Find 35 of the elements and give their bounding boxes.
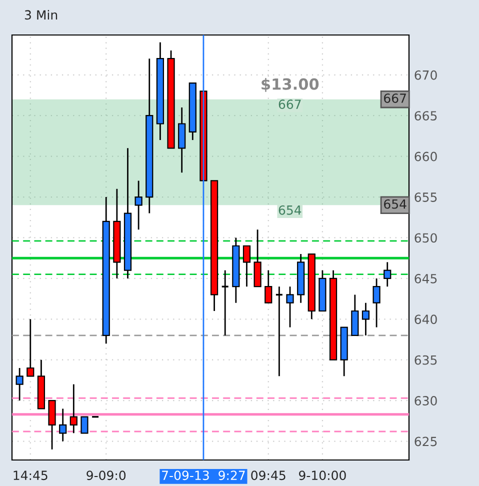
- y-tick-label: 650: [414, 233, 437, 243]
- candlestick: [362, 302, 370, 336]
- y-tick-label: 665: [414, 111, 437, 121]
- y-tick-label: 635: [414, 355, 437, 365]
- x-tick-label: 9-09:0: [86, 470, 126, 480]
- candlestick: [384, 261, 392, 288]
- candlestick: [59, 408, 67, 442]
- y-tick-label: 655: [414, 192, 437, 202]
- x-tick-label: 14:45: [14, 470, 48, 480]
- y-tick-label: 630: [414, 396, 437, 406]
- annotation: 654: [384, 199, 406, 209]
- x-tick-label: 09:45: [251, 470, 286, 480]
- candlestick: [26, 318, 34, 377]
- candlestick: [275, 286, 284, 377]
- candlestick: [286, 286, 294, 328]
- candlestick: [134, 180, 142, 230]
- annotation: 667: [384, 93, 406, 103]
- y-tick-label: 645: [414, 274, 437, 284]
- y-tick-label: 660: [414, 152, 437, 162]
- candlestick: [80, 416, 88, 434]
- x-tick-label: 9-10:00: [299, 470, 346, 480]
- x-tick-label: 7-09-13 9:27: [162, 470, 245, 480]
- candlestick: [264, 270, 272, 304]
- y-tick-label: 625: [414, 436, 437, 446]
- text: 667: [278, 100, 301, 109]
- candlestick: [16, 367, 24, 402]
- chart-title: 3 Min: [24, 10, 58, 20]
- y-tick-label: 670: [414, 70, 437, 80]
- candlestick: [372, 278, 380, 328]
- candlestick: [242, 245, 251, 288]
- candlestick: [70, 384, 78, 434]
- band-label: $13.00: [262, 78, 319, 92]
- y-tick-label: 640: [414, 314, 437, 324]
- text: 654: [278, 205, 302, 215]
- candlestick: [221, 270, 230, 336]
